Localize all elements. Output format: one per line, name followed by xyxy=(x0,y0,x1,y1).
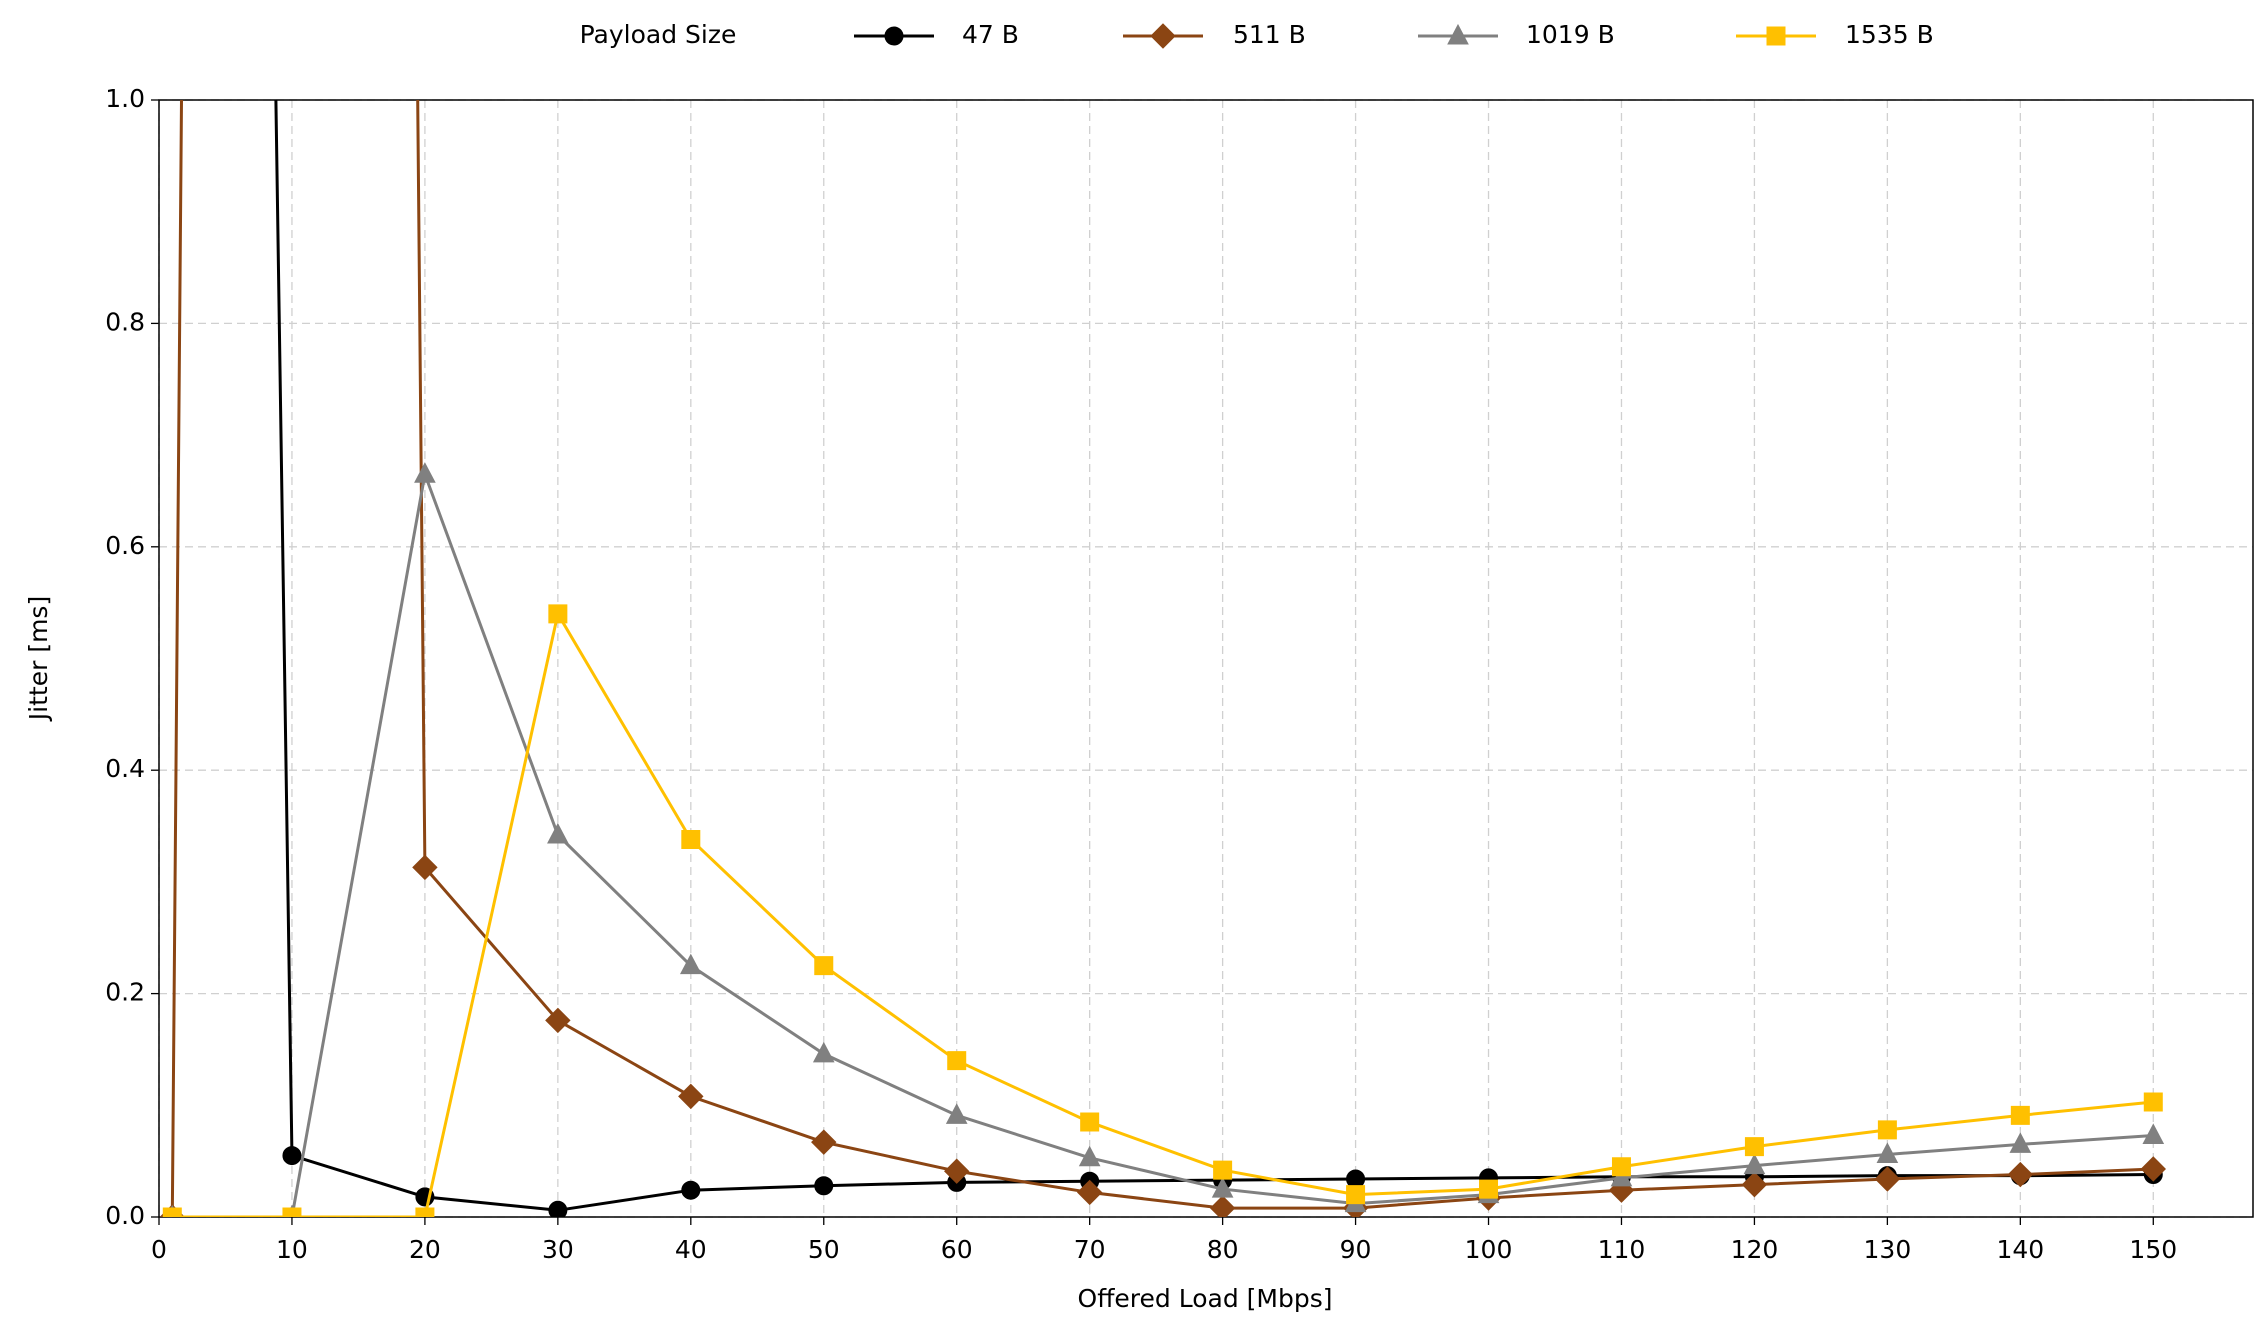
marker xyxy=(944,1158,970,1184)
x-tick-label: 150 xyxy=(2129,1235,2177,1264)
marker xyxy=(282,1146,302,1166)
marker xyxy=(412,854,438,881)
marker xyxy=(1150,23,1176,49)
marker xyxy=(1346,1185,1366,1205)
plot-frame xyxy=(158,99,2254,1218)
plot-area xyxy=(159,100,2166,1217)
x-tick-label: 130 xyxy=(1864,1235,1912,1264)
marker xyxy=(811,1129,837,1155)
y-tick-label: 0.0 xyxy=(105,1201,145,1230)
marker xyxy=(2143,1092,2163,1112)
marker xyxy=(2007,1161,2034,1188)
legend-label: 1535 B xyxy=(1845,20,1934,49)
marker xyxy=(2142,1123,2165,1144)
x-tick-label: 10 xyxy=(276,1235,308,1264)
marker xyxy=(681,829,701,849)
marker xyxy=(1080,1112,1100,1132)
marker xyxy=(1766,26,1786,46)
x-axis-label: Offered Load [Mbps] xyxy=(1078,1284,1333,1313)
marker xyxy=(548,1200,568,1217)
marker xyxy=(1211,1177,1234,1198)
marker xyxy=(1741,1171,1768,1198)
x-tick-label: 110 xyxy=(1598,1235,1646,1264)
x-tick-label: 40 xyxy=(675,1235,707,1264)
marker xyxy=(1874,1166,1901,1192)
x-tick-label: 140 xyxy=(1996,1235,2044,1264)
x-tick-label: 80 xyxy=(1207,1235,1239,1264)
legend-title: Payload Size xyxy=(580,20,737,49)
marker xyxy=(1876,1142,1899,1163)
series-line xyxy=(172,468,2154,1217)
marker xyxy=(1213,1160,1233,1180)
x-tick-label: 120 xyxy=(1731,1235,1779,1264)
marker xyxy=(1611,1157,1631,1177)
y-tick-label: 1.0 xyxy=(105,84,145,113)
x-tick-label: 50 xyxy=(808,1235,840,1264)
marker xyxy=(814,1176,834,1196)
marker xyxy=(1447,23,1469,45)
x-tick-label: 20 xyxy=(409,1235,441,1264)
x-tick-label: 30 xyxy=(542,1235,574,1264)
y-tick-label: 0.8 xyxy=(105,307,145,336)
marker xyxy=(812,1041,835,1063)
y-axis-label: Jitter [ms] xyxy=(24,596,53,722)
marker xyxy=(678,1083,704,1110)
series-line xyxy=(170,100,2154,1217)
x-tick-label: 70 xyxy=(1074,1235,1106,1264)
series-line xyxy=(274,100,2154,1212)
marker xyxy=(945,1103,968,1124)
marker xyxy=(2140,1156,2166,1182)
legend-label: 47 B xyxy=(962,20,1019,49)
marker xyxy=(415,1207,435,1217)
x-tick-label: 0 xyxy=(151,1235,167,1264)
marker xyxy=(162,1207,182,1217)
marker xyxy=(1209,1195,1236,1217)
x-tick-label: 60 xyxy=(941,1235,973,1264)
marker xyxy=(547,822,569,844)
marker xyxy=(548,604,568,624)
marker xyxy=(1743,1153,1766,1175)
marker xyxy=(1078,1145,1101,1167)
marker xyxy=(681,1180,701,1200)
marker xyxy=(2010,1105,2030,1125)
marker xyxy=(679,953,702,975)
marker xyxy=(2009,1132,2032,1153)
marker xyxy=(545,1007,571,1034)
marker xyxy=(282,1207,302,1217)
x-tick-label: 100 xyxy=(1465,1235,1513,1264)
marker xyxy=(1877,1120,1897,1140)
marker xyxy=(1610,1165,1633,1187)
x-tick-label: 90 xyxy=(1340,1235,1372,1264)
marker xyxy=(414,462,436,483)
series-line xyxy=(172,609,2154,1217)
marker xyxy=(814,956,834,976)
y-tick-label: 0.4 xyxy=(105,754,145,783)
marker xyxy=(1744,1137,1764,1157)
y-tick-label: 0.6 xyxy=(105,531,145,560)
legend-label: 1019 B xyxy=(1526,20,1615,49)
marker xyxy=(1076,1179,1103,1206)
y-tick-label: 0.2 xyxy=(105,978,145,1007)
legend-label: 511 B xyxy=(1233,20,1306,49)
marker xyxy=(1479,1179,1499,1199)
marker xyxy=(884,26,904,46)
marker xyxy=(947,1051,967,1071)
